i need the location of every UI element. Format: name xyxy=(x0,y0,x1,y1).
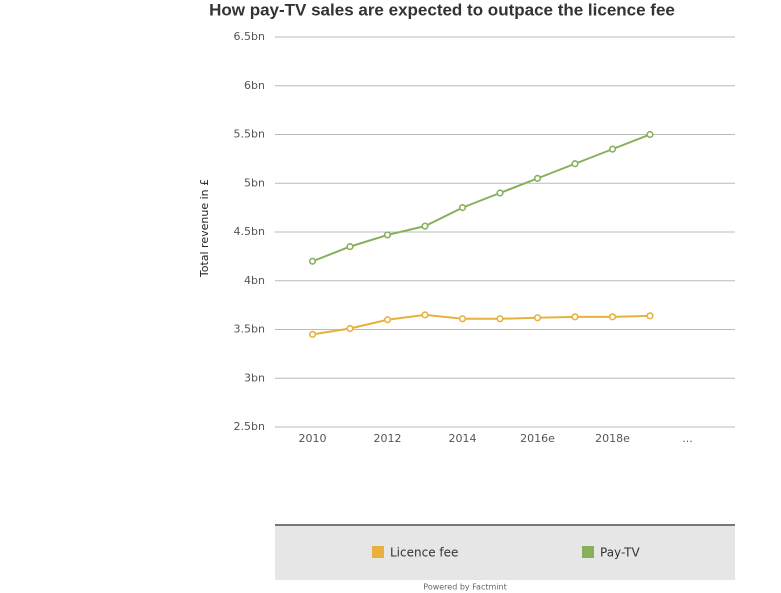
x-tick-label: 2016e xyxy=(520,432,555,445)
data-point xyxy=(458,204,467,212)
data-point xyxy=(571,160,579,168)
data-point xyxy=(383,231,392,239)
y-tick-label: 3bn xyxy=(244,371,265,384)
legend-box xyxy=(275,525,735,580)
chart-title: How pay-TV sales are expected to outpace… xyxy=(209,0,675,19)
y-tick-label: 4.5bn xyxy=(234,225,265,238)
data-point xyxy=(608,145,617,153)
data-point xyxy=(346,243,354,251)
legend-swatch xyxy=(372,546,384,558)
data-point xyxy=(346,324,354,333)
data-point xyxy=(308,330,317,338)
legend-swatch xyxy=(582,546,594,558)
data-point xyxy=(646,130,654,139)
y-tick-label: 6.5bn xyxy=(234,30,265,43)
y-tick-label: 6bn xyxy=(244,79,265,92)
y-tick-label: 2.5bn xyxy=(234,420,265,433)
legend-label: Pay-TV xyxy=(600,546,641,560)
x-tick-label: 2014 xyxy=(449,432,477,445)
y-axis-label: Total revenue in £ xyxy=(198,179,211,278)
data-point xyxy=(421,311,429,319)
x-tick-label: 2018e xyxy=(595,432,630,445)
x-tick-label: 2012 xyxy=(374,432,402,445)
data-point xyxy=(646,312,654,320)
data-point xyxy=(608,313,617,321)
data-point xyxy=(421,222,429,230)
x-tick-label: ... xyxy=(682,432,693,445)
y-tick-label: 5.5bn xyxy=(234,128,265,141)
data-point xyxy=(458,315,467,323)
series-line xyxy=(312,313,651,336)
x-tick-label: 2010 xyxy=(299,432,327,445)
series-line xyxy=(312,133,651,263)
data-point xyxy=(533,314,542,322)
data-point xyxy=(571,313,579,321)
y-tick-label: 3.5bn xyxy=(234,323,265,336)
data-point xyxy=(383,316,392,324)
credit: Powered by Factmint xyxy=(423,583,506,592)
data-point xyxy=(496,189,504,197)
legend-label: Licence fee xyxy=(390,546,458,560)
data-point xyxy=(496,315,504,323)
y-tick-label: 4bn xyxy=(244,274,265,287)
data-point xyxy=(533,174,542,182)
data-point xyxy=(308,257,317,265)
y-tick-label: 5bn xyxy=(244,176,265,189)
